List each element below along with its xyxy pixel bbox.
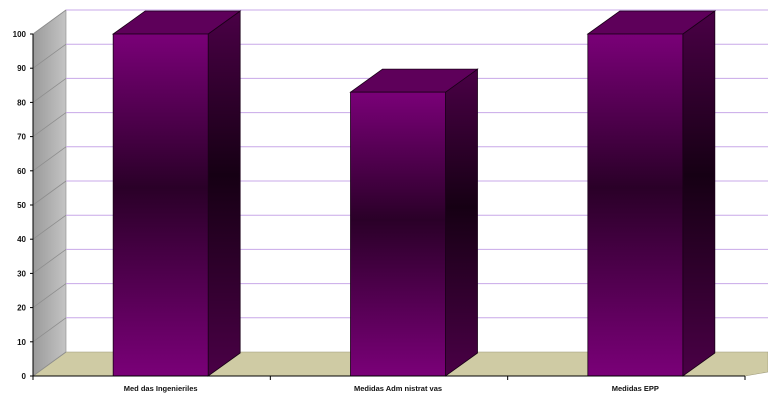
bar-side-3 [682, 10, 716, 377]
bar-front-1 [112, 33, 209, 377]
bar-front-3 [587, 33, 684, 377]
x-category-label: Medidas Adm nistrat vas [354, 384, 442, 393]
bar-side-2 [445, 68, 478, 377]
bar-1 [111, 10, 242, 377]
side-gridline-20 [32, 283, 67, 308]
side-gridline-90 [32, 43, 67, 69]
y-tick-label: 20 [17, 304, 26, 313]
x-category-label: Med das Ingenieriles [124, 384, 198, 393]
y-tick-label: 50 [17, 201, 26, 210]
side-gridline-60 [32, 146, 67, 172]
side-gridline-0 [32, 351, 67, 377]
y-tick-label: 30 [17, 269, 26, 278]
y-tick-labels: 0 10 20 30 40 50 60 70 80 90 100 [13, 30, 27, 381]
y-tick-label: 90 [17, 64, 26, 73]
category-labels: Med das Ingenieriles Medidas Adm nistrat … [124, 384, 659, 393]
side-gridline-30 [32, 249, 67, 274]
y-tick-label: 40 [17, 235, 26, 244]
axes [30, 33, 746, 380]
bar-front-2 [350, 91, 446, 377]
side-gridline-80 [32, 78, 67, 103]
side-gridline-40 [32, 214, 67, 240]
bar-side-1 [207, 10, 241, 377]
y-tick-label: 70 [17, 133, 26, 142]
bar-2 [349, 68, 479, 377]
x-category-label: Medidas EPP [612, 384, 659, 393]
y-tick-label: 80 [17, 98, 26, 107]
y-tick-label: 0 [22, 372, 27, 381]
side-gridline-100 [32, 9, 67, 35]
side-gridline-70 [32, 112, 67, 137]
bars [111, 10, 717, 377]
y-tick-label: 100 [13, 30, 27, 39]
y-tick-label: 10 [17, 338, 26, 347]
bar-3 [586, 10, 717, 377]
side-gridline-10 [32, 317, 67, 343]
y-tick-label: 60 [17, 167, 26, 176]
side-gridline-50 [32, 180, 67, 206]
